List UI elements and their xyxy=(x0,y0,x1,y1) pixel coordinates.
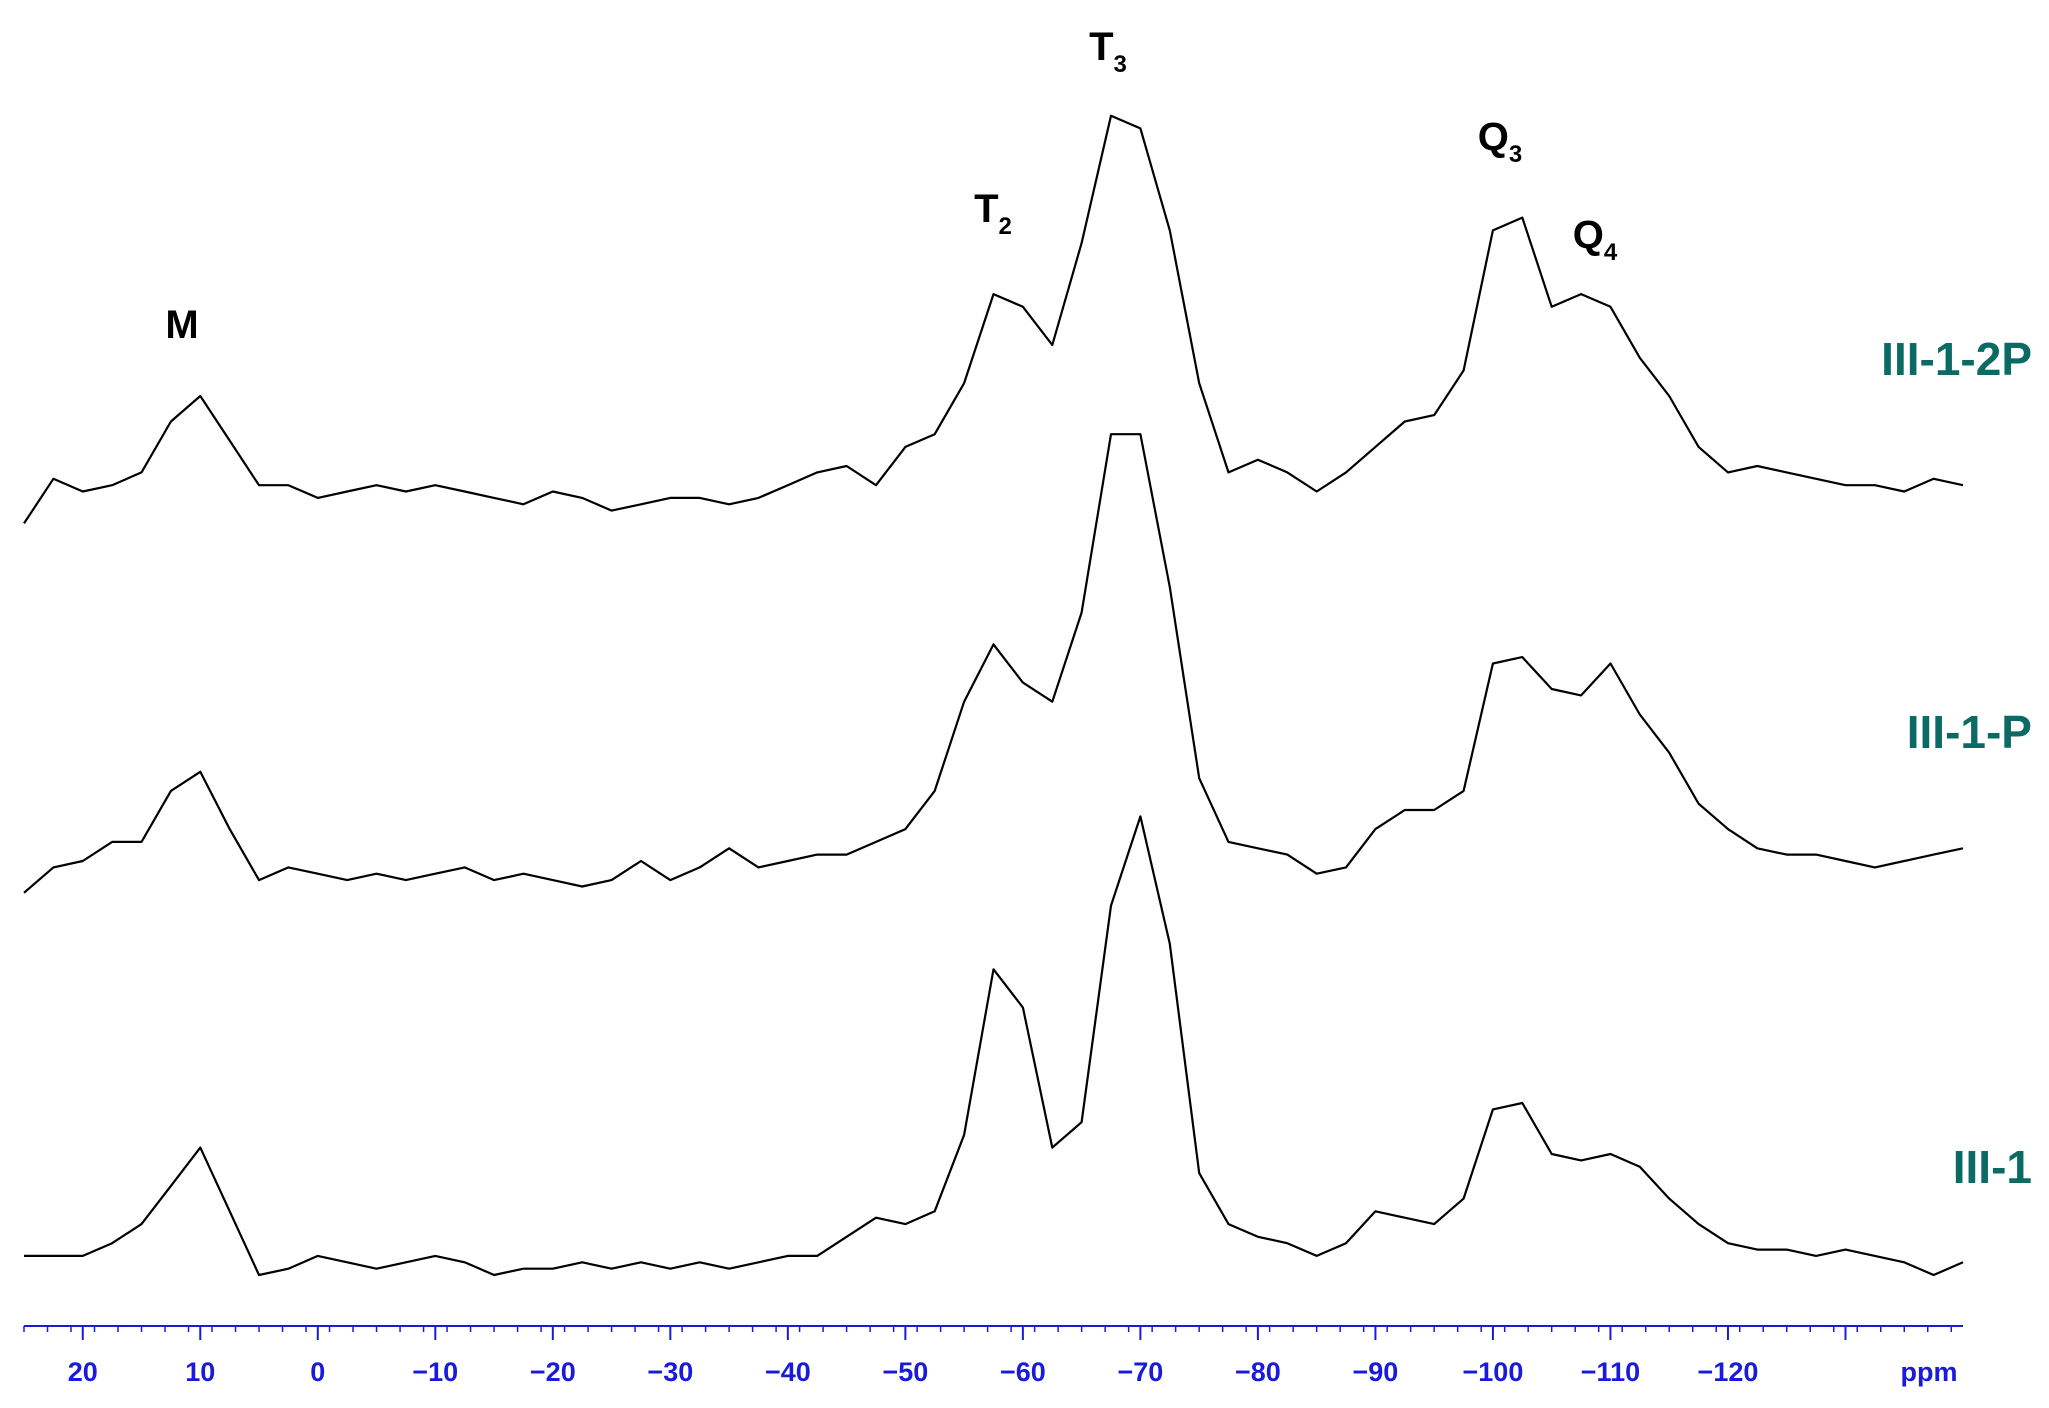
spectrum-line xyxy=(23,433,1964,894)
peak-label-text: T xyxy=(974,187,998,231)
x-tick-label: −10 xyxy=(412,1357,458,1387)
x-tick-label: −80 xyxy=(1235,1357,1281,1387)
peak-label-text: T xyxy=(1089,25,1113,69)
x-tick-label: 0 xyxy=(310,1357,325,1387)
peak-label-text: Q xyxy=(1573,213,1604,257)
x-tick-label: 20 xyxy=(68,1357,98,1387)
x-tick-label: −100 xyxy=(1463,1357,1524,1387)
spectrum-line xyxy=(24,815,1964,1277)
x-tick-label: −40 xyxy=(765,1357,811,1387)
series-label: III-1-2P xyxy=(1881,333,2032,385)
peak-label-subscript: 3 xyxy=(1509,141,1522,168)
peak-label-text: M xyxy=(165,303,198,347)
x-tick-label: −50 xyxy=(882,1357,928,1387)
peak-label-text: Q xyxy=(1478,115,1509,159)
peak-label: M xyxy=(165,303,198,347)
spectrum-line xyxy=(23,114,1964,525)
x-tick-label: 10 xyxy=(185,1357,215,1387)
peak-label: T2 xyxy=(974,187,1012,240)
x-tick-label: −90 xyxy=(1353,1357,1399,1387)
peak-label-subscript: 2 xyxy=(999,213,1012,240)
peak-label: Q4 xyxy=(1573,213,1618,266)
x-tick-label: −70 xyxy=(1117,1357,1163,1387)
x-tick-label: −120 xyxy=(1698,1357,1759,1387)
x-tick-label: −110 xyxy=(1581,1357,1640,1387)
series-label: III-1 xyxy=(1953,1141,2032,1193)
peak-label: Q3 xyxy=(1478,115,1522,168)
peak-label-subscript: 4 xyxy=(1604,239,1618,266)
peak-label: T3 xyxy=(1089,25,1127,78)
x-tick-label: −30 xyxy=(647,1357,693,1387)
peak-label-subscript: 3 xyxy=(1114,51,1127,78)
x-axis-label: ppm xyxy=(1901,1357,1958,1387)
x-tick-label: −60 xyxy=(1000,1357,1046,1387)
series-label: III-1-P xyxy=(1907,706,2032,758)
x-tick-label: −20 xyxy=(530,1357,576,1387)
